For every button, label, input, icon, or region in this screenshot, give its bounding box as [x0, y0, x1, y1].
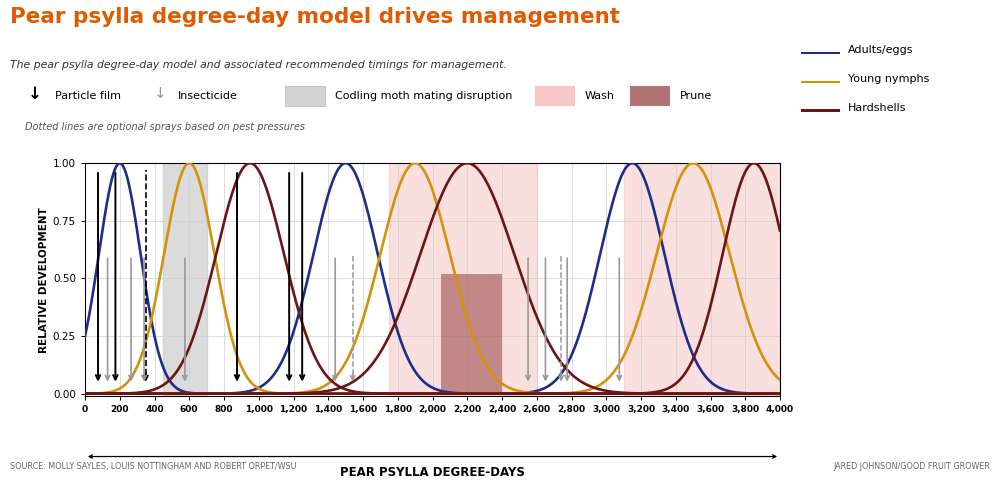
Text: SOURCE: MOLLY SAYLES, LOUIS NOTTINGHAM AND ROBERT ORPET/WSU: SOURCE: MOLLY SAYLES, LOUIS NOTTINGHAM A… — [10, 462, 297, 471]
Text: Young nymphs: Young nymphs — [848, 74, 929, 84]
Text: Adults/eggs: Adults/eggs — [848, 46, 914, 55]
Text: Dotted lines are optional sprays based on pest pressures: Dotted lines are optional sprays based o… — [25, 122, 305, 132]
Bar — [624, 163, 780, 396]
Text: The pear psylla degree-day model and associated recommended timings for manageme: The pear psylla degree-day model and ass… — [10, 60, 507, 70]
Text: Prune: Prune — [680, 91, 712, 101]
Text: ↓: ↓ — [28, 84, 42, 103]
Text: JARED JOHNSON/GOOD FRUIT GROWER: JARED JOHNSON/GOOD FRUIT GROWER — [833, 462, 990, 471]
Text: Insecticide: Insecticide — [178, 91, 238, 101]
Text: ↓: ↓ — [154, 86, 166, 101]
Text: Hardshells: Hardshells — [848, 103, 906, 113]
Text: Particle film: Particle film — [55, 91, 121, 101]
Text: Codling moth mating disruption: Codling moth mating disruption — [335, 91, 512, 101]
Text: Pear psylla degree-day model drives management: Pear psylla degree-day model drives mana… — [10, 7, 620, 27]
Y-axis label: RELATIVE DEVELOPMENT: RELATIVE DEVELOPMENT — [39, 207, 49, 352]
Text: PEAR PSYLLA DEGREE-DAYS: PEAR PSYLLA DEGREE-DAYS — [340, 466, 525, 479]
Bar — [441, 274, 502, 394]
Bar — [163, 163, 207, 396]
Text: Wash: Wash — [585, 91, 615, 101]
Bar — [389, 163, 537, 396]
